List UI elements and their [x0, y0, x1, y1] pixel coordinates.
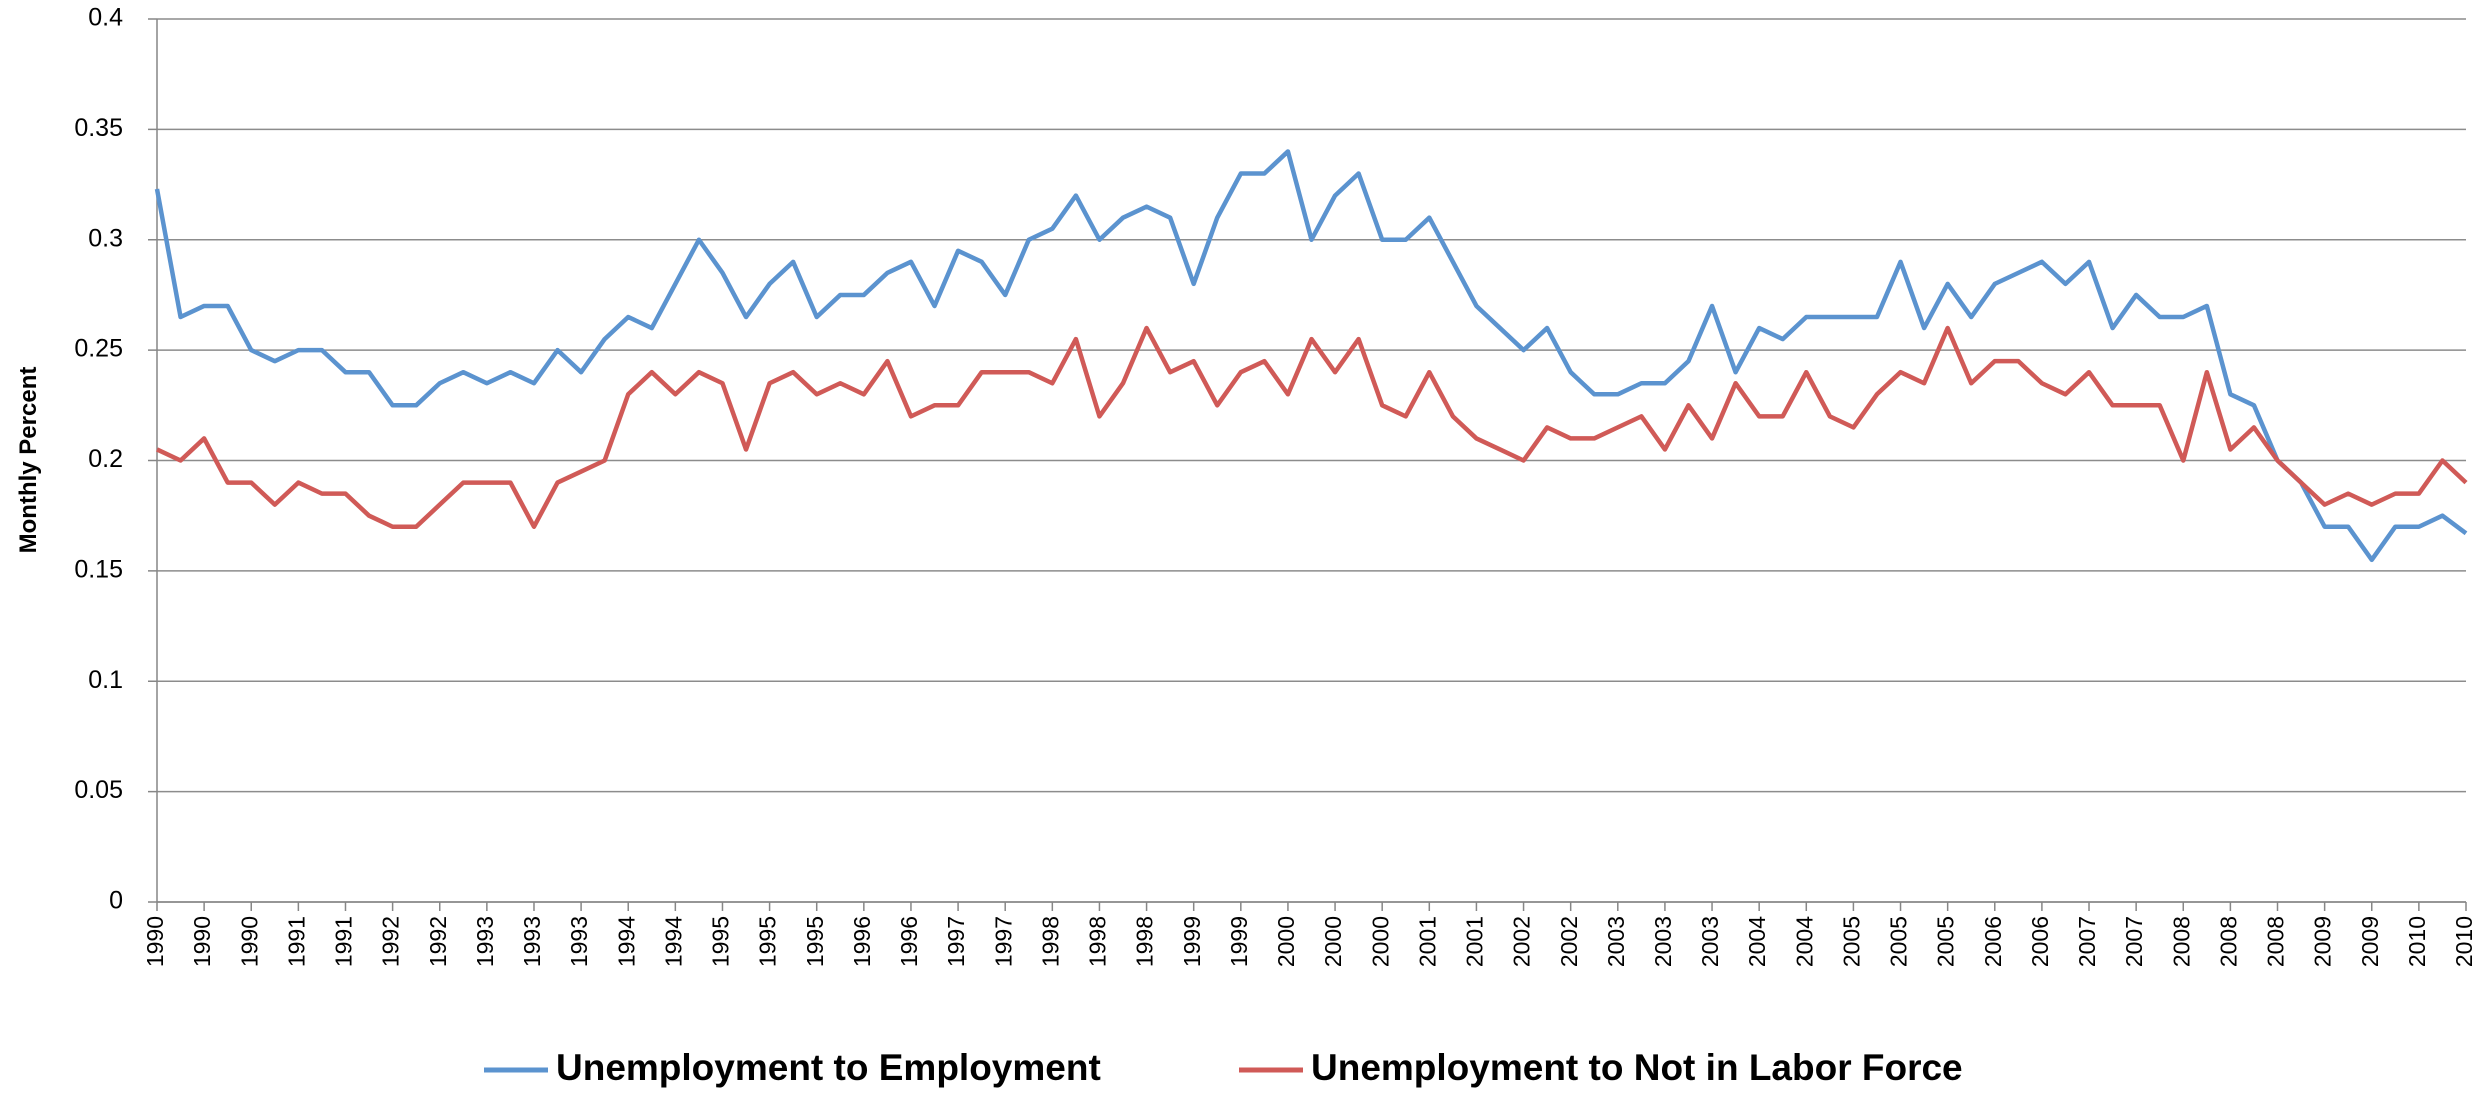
x-tick-label: 2001: [1462, 916, 1488, 967]
y-tick-label: 0: [109, 887, 123, 915]
x-tick-label: 2005: [1886, 916, 1912, 967]
x-tick-label: 2001: [1414, 916, 1440, 967]
x-tick-label: 2006: [2027, 916, 2053, 967]
x-tick-label: 1998: [1037, 916, 1063, 967]
x-tick-label: 2008: [2215, 916, 2241, 967]
x-tick-label: 2009: [2357, 916, 2383, 967]
x-tick-label: 1995: [755, 916, 781, 967]
x-tick-label: 2008: [2263, 916, 2289, 967]
x-tick-label: 1994: [613, 916, 639, 967]
x-tick-label: 2002: [1509, 916, 1535, 967]
y-axis-title: Monthly Percent: [15, 367, 42, 554]
y-tick-label: 0.1: [88, 666, 123, 694]
x-tick-label: 1991: [331, 916, 357, 967]
x-tick-label: 1993: [566, 916, 592, 967]
x-tick-label: 2010: [2451, 916, 2477, 967]
x-tick-label: 2000: [1320, 916, 1346, 967]
x-tick-label: 1995: [802, 916, 828, 967]
x-tick-label: 2000: [1367, 916, 1393, 967]
x-tick-label: 1992: [378, 916, 404, 967]
x-tick-label: 1998: [1085, 916, 1111, 967]
x-tick-label: 2000: [1273, 916, 1299, 967]
x-tick-label: 2007: [2074, 916, 2100, 967]
x-tick-label: 1997: [943, 916, 969, 967]
x-tick-label: 2004: [1791, 916, 1817, 967]
x-tick-label: 2002: [1556, 916, 1582, 967]
x-tick-label: 2010: [2404, 916, 2430, 967]
legend-label: Unemployment to Not in Labor Force: [1311, 1047, 1963, 1088]
y-tick-label: 0.2: [88, 445, 123, 473]
x-tick-label: 1999: [1226, 916, 1252, 967]
x-tick-label: 2008: [2168, 916, 2194, 967]
series-line: [154, 149, 2468, 563]
x-tick-label: 1990: [189, 916, 215, 967]
y-tick-label: 0.4: [88, 4, 123, 32]
x-tick-label: 1996: [849, 916, 875, 967]
x-tick-label: 1990: [236, 916, 262, 967]
y-tick-label: 0.35: [74, 114, 123, 142]
x-tick-label: 1993: [519, 916, 545, 967]
x-tick-label: 2009: [2310, 916, 2336, 967]
x-tick-label: 1997: [990, 916, 1016, 967]
y-tick-label: 0.15: [74, 555, 123, 583]
x-tick-label: 1993: [472, 916, 498, 967]
x-tick-label: 1992: [425, 916, 451, 967]
x-tick-label: 2007: [2121, 916, 2147, 967]
legend-label: Unemployment to Employment: [556, 1047, 1101, 1088]
x-tick-label: 1994: [660, 916, 686, 967]
x-tick-label: 2006: [1980, 916, 2006, 967]
y-tick-label: 0.3: [88, 224, 123, 252]
series-line: [156, 325, 2468, 529]
y-tick-label: 0.05: [74, 776, 123, 804]
x-tick-label: 2005: [1838, 916, 1864, 967]
x-tick-label: 2003: [1603, 916, 1629, 967]
x-tick-label: 2004: [1744, 916, 1770, 967]
x-tick-label: 2003: [1650, 916, 1676, 967]
x-tick-label: 1999: [1179, 916, 1205, 967]
x-tick-label: 1998: [1132, 916, 1158, 967]
x-tick-label: 2003: [1697, 916, 1723, 967]
x-tick-label: 2005: [1933, 916, 1959, 967]
x-tick-label: 1991: [283, 916, 309, 967]
y-tick-label: 0.25: [74, 335, 123, 363]
x-tick-label: 1995: [708, 916, 734, 967]
x-tick-label: 1990: [142, 916, 168, 967]
x-tick-label: 1996: [896, 916, 922, 967]
